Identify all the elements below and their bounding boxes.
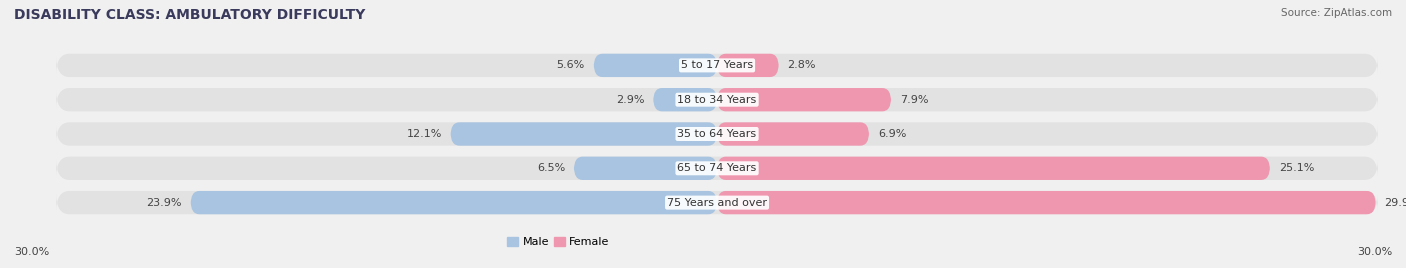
FancyBboxPatch shape [717,122,869,146]
FancyBboxPatch shape [717,54,779,77]
FancyBboxPatch shape [717,191,1375,214]
FancyBboxPatch shape [191,191,717,214]
Text: 29.9%: 29.9% [1385,198,1406,208]
Text: 30.0%: 30.0% [14,247,49,257]
Text: 75 Years and over: 75 Years and over [666,198,768,208]
FancyBboxPatch shape [717,88,891,111]
Text: 18 to 34 Years: 18 to 34 Years [678,95,756,105]
Text: 6.5%: 6.5% [537,163,565,173]
Text: 5 to 17 Years: 5 to 17 Years [681,60,754,70]
Text: 35 to 64 Years: 35 to 64 Years [678,129,756,139]
Text: 2.8%: 2.8% [787,60,815,70]
Text: DISABILITY CLASS: AMBULATORY DIFFICULTY: DISABILITY CLASS: AMBULATORY DIFFICULTY [14,8,366,22]
FancyBboxPatch shape [450,122,717,146]
Text: 65 to 74 Years: 65 to 74 Years [678,163,756,173]
FancyBboxPatch shape [593,54,717,77]
FancyBboxPatch shape [717,157,1270,180]
Text: 12.1%: 12.1% [406,129,441,139]
Text: 23.9%: 23.9% [146,198,181,208]
FancyBboxPatch shape [56,191,1378,214]
Legend: Male, Female: Male, Female [503,233,614,252]
Text: Source: ZipAtlas.com: Source: ZipAtlas.com [1281,8,1392,18]
FancyBboxPatch shape [654,88,717,111]
FancyBboxPatch shape [56,157,1378,180]
Text: 25.1%: 25.1% [1279,163,1315,173]
Text: 6.9%: 6.9% [877,129,907,139]
FancyBboxPatch shape [574,157,717,180]
Text: 2.9%: 2.9% [616,95,644,105]
Text: 30.0%: 30.0% [1357,247,1392,257]
Text: 7.9%: 7.9% [900,95,928,105]
Text: 5.6%: 5.6% [557,60,585,70]
FancyBboxPatch shape [56,122,1378,146]
FancyBboxPatch shape [56,88,1378,111]
FancyBboxPatch shape [56,54,1378,77]
